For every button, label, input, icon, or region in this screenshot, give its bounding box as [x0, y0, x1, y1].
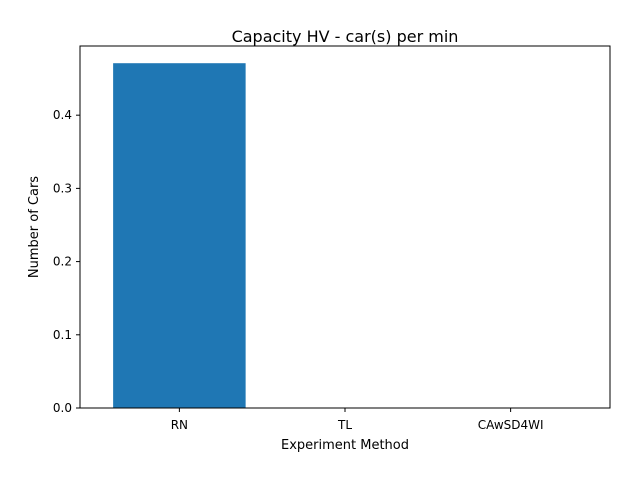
y-tick-label: 0.0 [53, 401, 72, 415]
x-tick-label: TL [337, 418, 352, 432]
bar-rn [113, 63, 246, 408]
y-tick-label: 0.1 [53, 328, 72, 342]
chart-title: Capacity HV - car(s) per min [232, 27, 459, 46]
bars-group [113, 63, 246, 408]
y-axis-label: Number of Cars [27, 176, 42, 278]
y-tick-label: 0.3 [53, 181, 72, 195]
y-axis-ticks: 0.0 0.1 0.2 0.3 0.4 [53, 108, 80, 415]
x-axis-label: Experiment Method [281, 438, 409, 453]
x-axis-ticks: RN TL CAwSD4WI [171, 408, 544, 432]
plot-frame [79, 45, 611, 409]
x-tick-label: RN [171, 418, 188, 432]
y-tick-label: 0.4 [53, 108, 72, 122]
y-tick-label: 0.2 [53, 255, 72, 269]
x-tick-label: CAwSD4WI [478, 418, 544, 432]
